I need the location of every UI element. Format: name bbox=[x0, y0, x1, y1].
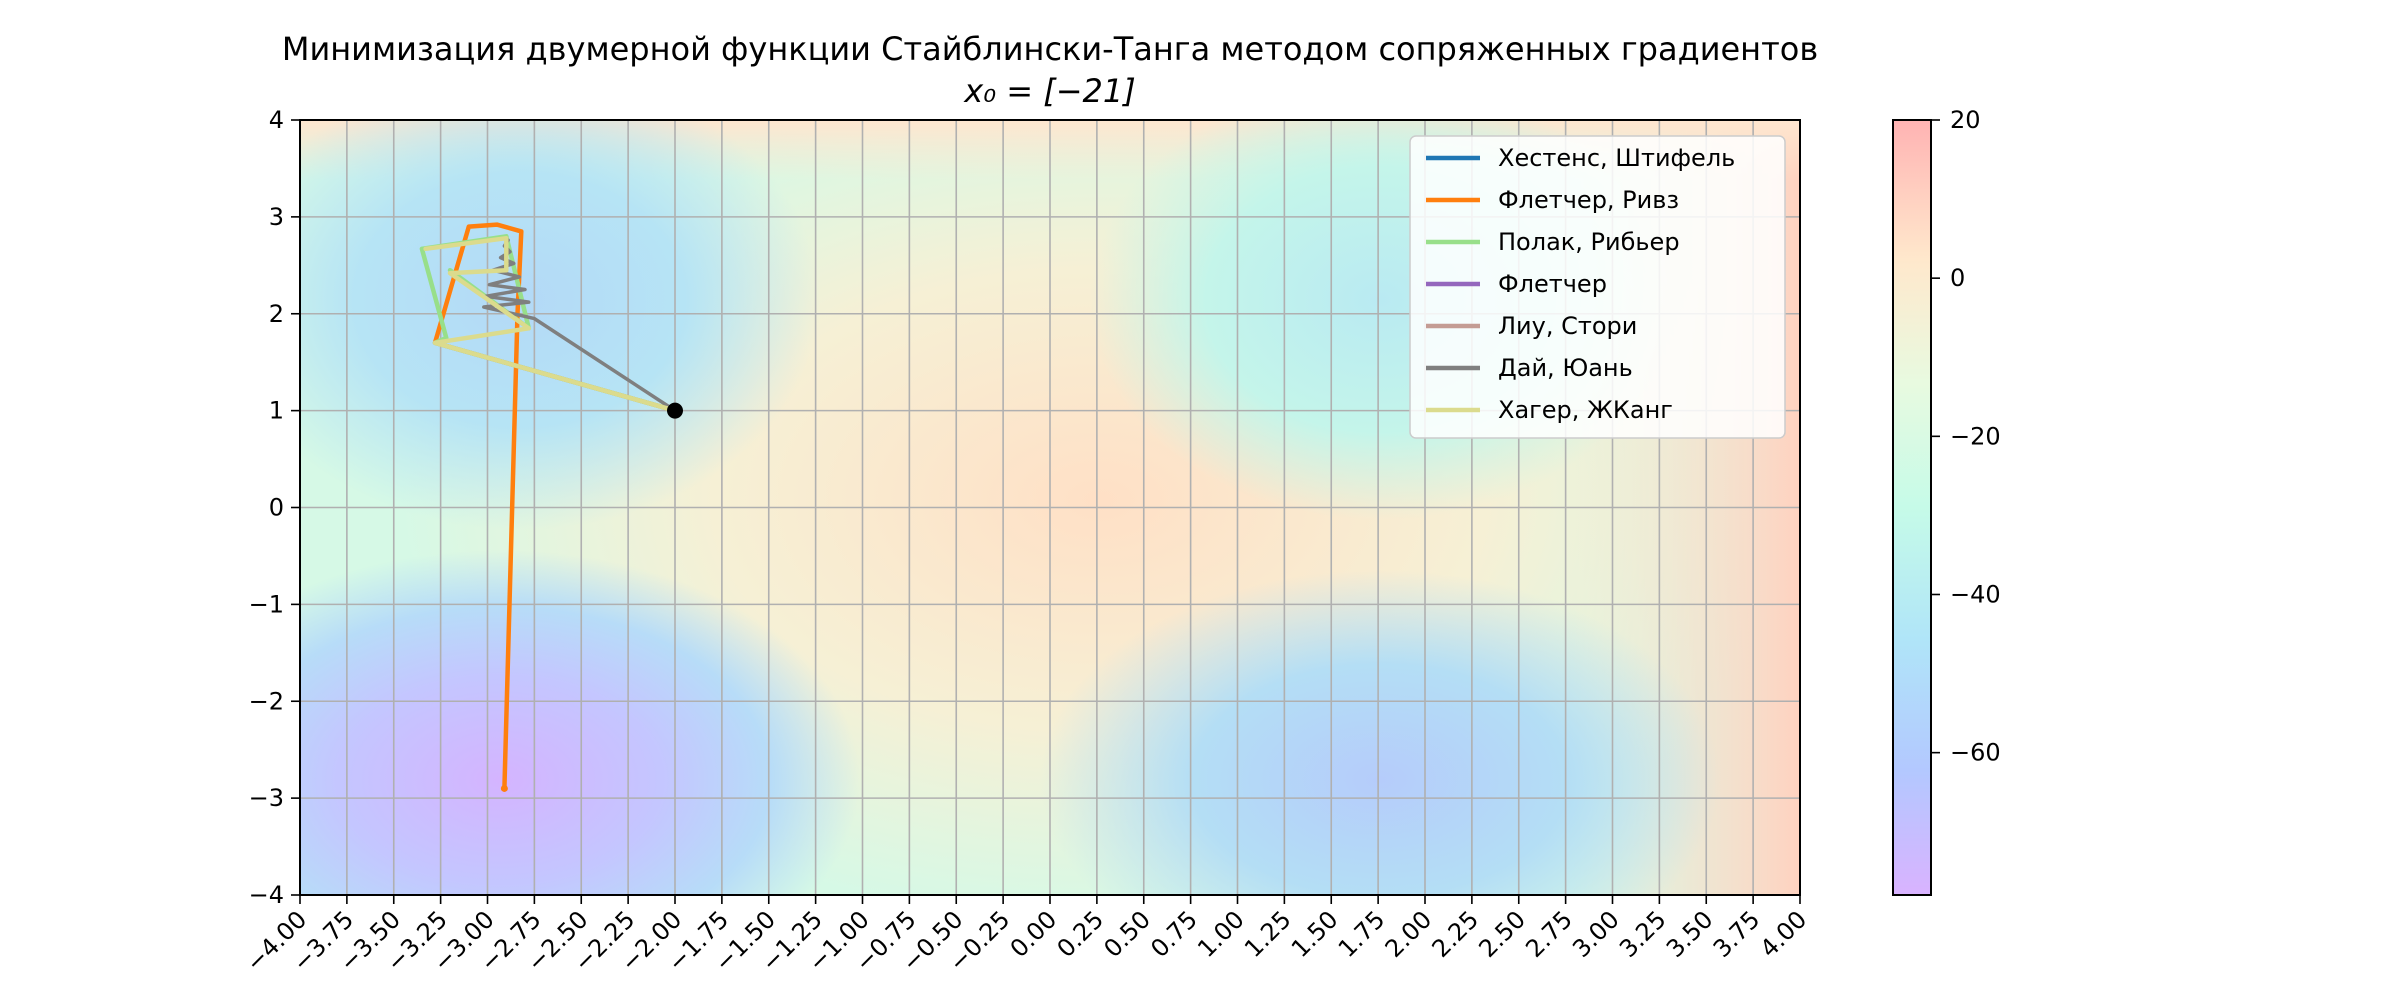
y-tick-label: −1 bbox=[249, 590, 284, 618]
x-tick-label: 1.75 bbox=[1333, 905, 1391, 963]
x-tick-label: 1.50 bbox=[1286, 905, 1344, 963]
y-tick-label: 2 bbox=[269, 300, 284, 328]
start-point-marker bbox=[667, 402, 683, 419]
markers bbox=[500, 402, 683, 792]
x-tick-label: 4.00 bbox=[1755, 905, 1813, 963]
legend-label: Флетчер bbox=[1498, 270, 1607, 298]
y-tick-label: −3 bbox=[249, 784, 284, 812]
y-tick-label: 4 bbox=[269, 106, 284, 134]
legend-label: Хагер, ЖКанг bbox=[1498, 396, 1673, 424]
x-tick-label: 0.50 bbox=[1098, 905, 1156, 963]
x-tick-label: 0.00 bbox=[1005, 905, 1063, 963]
chart-title: Минимизация двумерной функции Стайблинск… bbox=[282, 30, 1818, 68]
x-axis: −4.00−3.75−3.50−3.25−3.00−2.75−2.50−2.25… bbox=[240, 895, 1812, 977]
x-tick-label: 1.25 bbox=[1239, 905, 1297, 963]
x-tick-label: 3.50 bbox=[1661, 905, 1719, 963]
x-tick-label: 2.25 bbox=[1427, 905, 1485, 963]
series-lines bbox=[419, 222, 678, 791]
y-tick-label: 3 bbox=[269, 203, 284, 231]
legend-label: Хестенс, Штифель bbox=[1498, 144, 1735, 172]
series-line-6 bbox=[423, 235, 678, 413]
x-tick-label: 2.50 bbox=[1473, 905, 1531, 963]
x-tick-label: 0.75 bbox=[1145, 905, 1203, 963]
x-tick-label: 3.75 bbox=[1708, 905, 1766, 963]
legend-label: Флетчер, Ривз bbox=[1498, 186, 1679, 214]
end-point-marker bbox=[500, 784, 508, 792]
colorbar-tick-label: −20 bbox=[1950, 422, 2001, 450]
y-tick-label: 1 bbox=[269, 397, 284, 425]
x-tick-label: 2.00 bbox=[1380, 905, 1438, 963]
legend: Хестенс, Штифель Флетчер, Ривз Полак, Рибь… bbox=[1409, 135, 1786, 439]
x-tick-label: 3.00 bbox=[1567, 905, 1625, 963]
colorbar-tick-label: 20 bbox=[1950, 106, 1981, 134]
colorbar-tick-label: −60 bbox=[1950, 739, 2001, 767]
x-tick-label: 3.25 bbox=[1614, 905, 1672, 963]
x-tick-label: 2.75 bbox=[1520, 905, 1578, 963]
x-tick-label: 1.00 bbox=[1192, 905, 1250, 963]
colorbar: 20 0 −20 −40 −60 bbox=[1892, 106, 2001, 896]
legend-label: Лиу, Стори bbox=[1498, 312, 1637, 340]
y-tick-label: −4 bbox=[249, 881, 284, 909]
colorbar-tick-label: 0 bbox=[1950, 264, 1965, 292]
legend-label: Дай, Юань bbox=[1498, 354, 1633, 382]
y-tick-label: −2 bbox=[249, 687, 284, 715]
colorbar-tick-label: −40 bbox=[1950, 580, 2001, 608]
chart-subtitle: x₀ = [−21] bbox=[963, 72, 1135, 110]
legend-label: Полак, Рибьер bbox=[1498, 228, 1680, 256]
y-axis: −4 −3 −2 −1 0 1 2 3 4 bbox=[249, 106, 300, 909]
colorbar-gradient bbox=[1892, 119, 1932, 896]
y-tick-label: 0 bbox=[269, 494, 284, 522]
legend-box bbox=[1409, 135, 1786, 439]
x-tick-label: 0.25 bbox=[1052, 905, 1110, 963]
